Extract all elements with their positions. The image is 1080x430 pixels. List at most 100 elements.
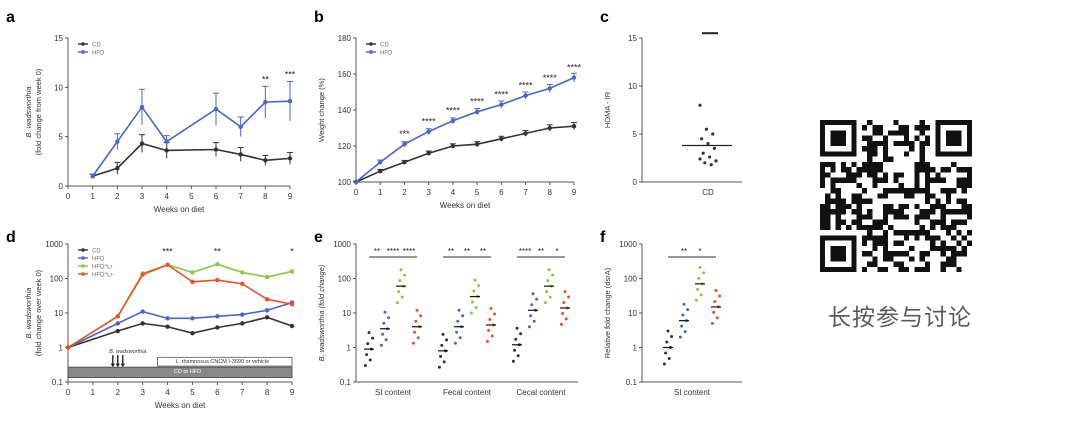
qr-module [966, 172, 972, 178]
data-point [240, 270, 245, 275]
data-point [712, 310, 716, 314]
data-point [264, 274, 270, 280]
qr-module [903, 151, 910, 157]
gavage-arrow-head [120, 363, 125, 368]
qr-module [882, 188, 889, 194]
data-point [165, 316, 170, 321]
qr-module [877, 125, 883, 131]
qr-module [945, 188, 952, 194]
data-point [571, 75, 577, 80]
legend-label: CD [92, 249, 101, 255]
qr-module [961, 167, 967, 173]
qr-module [877, 224, 883, 231]
data-point [139, 104, 145, 110]
significance-label: **** [567, 62, 582, 72]
data-point [711, 132, 715, 136]
qr-module [893, 177, 899, 183]
data-point [523, 93, 528, 98]
data-point [458, 336, 462, 340]
qr-module [919, 214, 925, 220]
data-point [213, 106, 219, 112]
data-point [263, 99, 268, 105]
data-point [378, 169, 383, 174]
qr-module [888, 130, 894, 136]
y-axis-label: B. wadsworthia (fold change) [317, 264, 326, 361]
qr-module [851, 198, 857, 204]
qr-module [961, 177, 967, 183]
qr-module [872, 240, 878, 246]
data-point [543, 301, 547, 305]
qr-module [882, 256, 889, 262]
data-point [563, 289, 567, 293]
qr-module [945, 230, 952, 236]
data-point [670, 335, 674, 339]
y-tick-label: 1 [633, 344, 638, 353]
qr-module [888, 203, 894, 210]
y-tick-label: 1 [59, 344, 64, 353]
data-point [289, 323, 295, 329]
data-point [115, 321, 120, 326]
qr-module [909, 140, 915, 147]
data-point [441, 332, 445, 336]
qr-module [825, 219, 831, 225]
data-point [474, 109, 480, 115]
significance-label: ** [681, 247, 687, 256]
panel-letter-f: f [600, 229, 606, 246]
x-tick-label: 1 [90, 192, 95, 201]
qr-module [914, 167, 920, 173]
qr-module [951, 235, 957, 241]
data-point [718, 294, 722, 298]
chart-f: 0.1 1 10 100 1000 Relative fold change (dsrA)… [603, 240, 742, 397]
data-point [115, 139, 120, 144]
qr-module [877, 167, 883, 173]
qr-module [940, 261, 946, 267]
data-point [426, 151, 431, 156]
qr-module [935, 245, 941, 252]
qr-module [903, 251, 910, 257]
qr-module [951, 256, 957, 262]
qr-module [924, 188, 931, 194]
data-point [387, 316, 391, 320]
data-point [662, 362, 666, 366]
data-point [379, 343, 383, 347]
legend-label: CD [92, 43, 101, 49]
qr-module [924, 235, 931, 241]
qr-module [956, 219, 962, 225]
legend-label: HFD [92, 257, 105, 263]
x-tick-label: 2 [115, 192, 120, 201]
y-tick-label: 1000 [45, 240, 63, 249]
x-tick-label: 2 [116, 388, 121, 397]
data-point [371, 336, 375, 340]
qr-module [867, 251, 873, 257]
data-point [411, 341, 415, 345]
qr-module [867, 198, 873, 204]
data-point [213, 147, 219, 152]
data-point [686, 308, 690, 312]
data-point [415, 308, 419, 312]
data-point [419, 314, 423, 318]
qr-module [820, 161, 826, 168]
qr-module [835, 224, 841, 231]
qr-module [882, 140, 889, 147]
data-point [399, 268, 403, 272]
data-point [702, 271, 706, 275]
qr-module [825, 193, 831, 199]
qr-module [940, 188, 946, 194]
qr-module [951, 224, 957, 231]
qr-module [919, 120, 925, 126]
x-tick-label: CD [702, 188, 714, 197]
data-point [115, 166, 120, 171]
data-point [706, 142, 710, 146]
significance-label: ** [214, 246, 222, 256]
data-point [700, 137, 704, 141]
series-line-CD [92, 142, 291, 177]
qr-module [945, 198, 952, 204]
data-point [264, 297, 270, 302]
series-line-HFD [92, 100, 291, 177]
qr-module [919, 167, 925, 173]
data-point [461, 314, 465, 318]
qr-module [888, 156, 894, 162]
data-point [571, 124, 577, 129]
qr-module [846, 167, 852, 173]
data-point [531, 292, 535, 296]
